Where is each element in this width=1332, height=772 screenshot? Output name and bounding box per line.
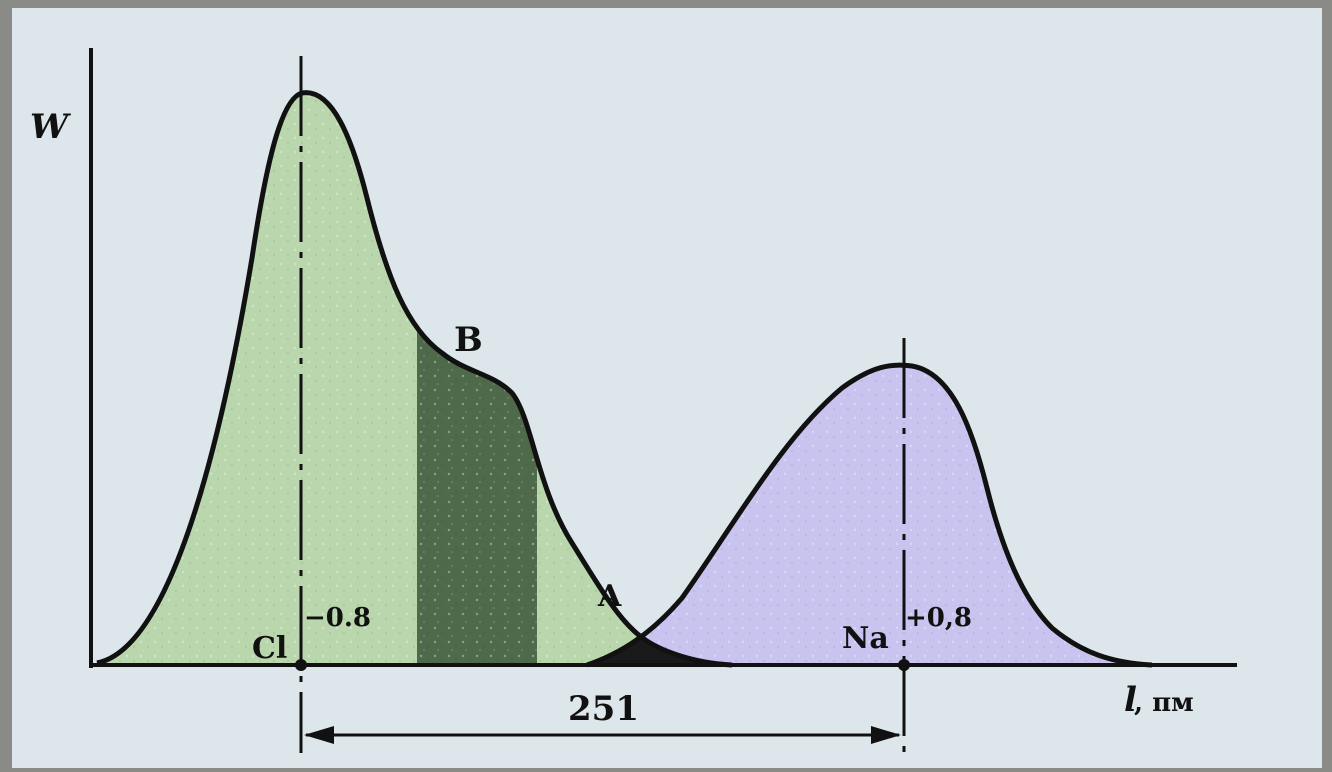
x-axis-symbol: l — [1124, 680, 1137, 720]
distance-label: 251 — [568, 689, 639, 729]
cl-nucleus-point — [295, 659, 307, 671]
overlap-region — [587, 636, 717, 665]
diagram-canvas: W B A Cl −0.8 Na +0,8 251 l , пм — [12, 8, 1322, 768]
electron-density-diagram: W B A Cl −0.8 Na +0,8 251 l , пм — [30, 48, 1237, 753]
cl-charge-label: −0.8 — [304, 603, 371, 633]
point-a-label: A — [597, 579, 622, 614]
x-axis-unit: , пм — [1134, 688, 1194, 718]
y-axis-label: W — [30, 107, 71, 147]
na-charge-label: +0,8 — [905, 603, 972, 633]
cl-curve-outline — [96, 90, 733, 668]
cl-ion-label: Cl — [252, 631, 287, 666]
na-nucleus-point — [898, 659, 910, 671]
na-ion-label: Na — [842, 621, 889, 656]
point-b-label: B — [454, 320, 483, 360]
distance-arrow-left-head — [304, 726, 334, 744]
distance-arrow-right-head — [871, 726, 901, 744]
na-curve-outline — [586, 362, 1153, 668]
